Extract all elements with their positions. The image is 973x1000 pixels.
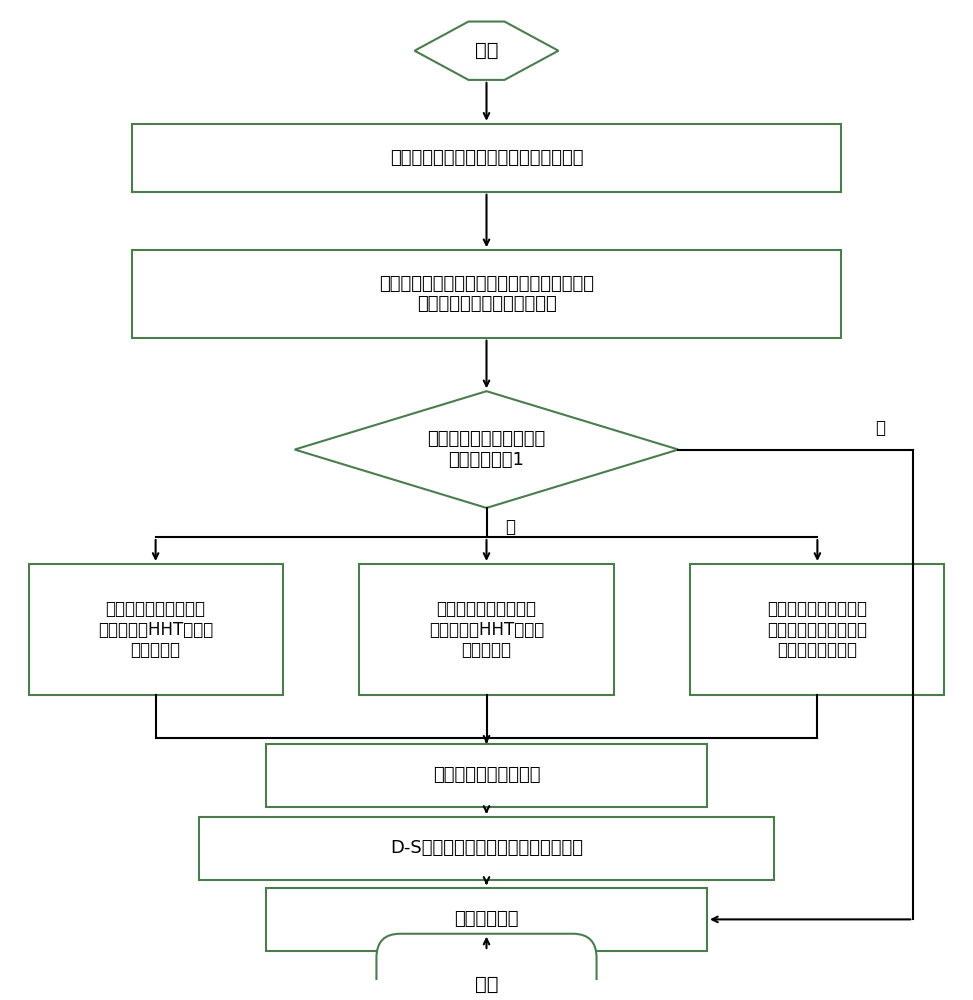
FancyBboxPatch shape: [359, 564, 614, 695]
Text: 建立面向停电区域内各
元的有向二分图模型，
得到贝叶斯疑似度: 建立面向停电区域内各 元的有向二分图模型， 得到贝叶斯疑似度: [768, 600, 867, 659]
Text: 停电区域内的可疑故障元
件数量是否为1: 停电区域内的可疑故障元 件数量是否为1: [427, 430, 546, 469]
Text: 结束: 结束: [475, 975, 498, 994]
Polygon shape: [414, 22, 559, 80]
Text: D-S证据理论融合，得到与元件故障度: D-S证据理论融合，得到与元件故障度: [390, 839, 583, 857]
Text: 固定时间窗内调度系统接收故障警报信息: 固定时间窗内调度系统接收故障警报信息: [390, 149, 583, 167]
Text: 开始: 开始: [475, 41, 498, 60]
Text: 对停电区域内各元件的
电气量进行HHT，得到
幅值变化度: 对停电区域内各元件的 电气量进行HHT，得到 幅值变化度: [429, 600, 544, 659]
Text: 考虑断路器警报信息存在丢失等不确定性，确
定停电区域得到故障诊断框架: 考虑断路器警报信息存在丢失等不确定性，确 定停电区域得到故障诊断框架: [379, 275, 594, 313]
Text: 是: 是: [875, 419, 884, 437]
FancyBboxPatch shape: [266, 888, 707, 951]
FancyBboxPatch shape: [131, 124, 842, 192]
Polygon shape: [295, 391, 678, 508]
FancyBboxPatch shape: [198, 817, 775, 880]
FancyBboxPatch shape: [131, 250, 842, 338]
Text: 对停电区域内各元件的
电气量进行HHT，得到
能量变化度: 对停电区域内各元件的 电气量进行HHT，得到 能量变化度: [98, 600, 213, 659]
Text: 否: 否: [506, 518, 516, 536]
Text: 对各个指标归一化处理: 对各个指标归一化处理: [433, 766, 540, 784]
Text: 确定故障元件: 确定故障元件: [454, 910, 519, 928]
FancyBboxPatch shape: [266, 744, 707, 807]
FancyBboxPatch shape: [377, 934, 596, 1000]
FancyBboxPatch shape: [690, 564, 945, 695]
FancyBboxPatch shape: [28, 564, 283, 695]
